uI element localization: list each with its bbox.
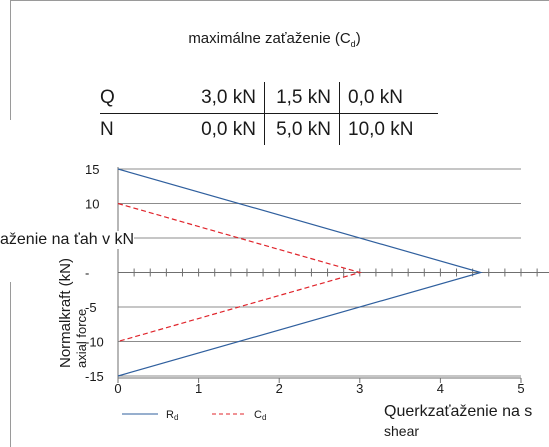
y-tick-label: - bbox=[85, 266, 89, 281]
heading-subscript: d bbox=[350, 39, 356, 49]
x-tick-label: 3 bbox=[356, 381, 363, 396]
chart-heading: maximálne zaťaženie (Cd) bbox=[0, 30, 549, 49]
x-axis-label-main: Querkzaťaženie na s bbox=[384, 403, 533, 420]
series-line-rd bbox=[117, 168, 483, 377]
y-tick-label: -15 bbox=[85, 369, 104, 384]
tick-labels: 0 1 2 3 4 5 15 10 - -5 -10 -15 bbox=[85, 162, 525, 396]
y-tick-label: -10 bbox=[85, 335, 104, 350]
y-tick-label: -5 bbox=[85, 300, 97, 315]
y-axis-title: Normalkraft (kN) axial force bbox=[57, 258, 89, 368]
row-label: N bbox=[100, 118, 114, 140]
y-axis-label-main: Normalkraft (kN) bbox=[57, 258, 74, 368]
cell-value: 0,0 kN bbox=[339, 82, 438, 114]
legend-label-cd: Cd bbox=[254, 409, 266, 422]
frame-left-line bbox=[10, 0, 11, 120]
x-tick-label: 5 bbox=[517, 381, 524, 396]
cell-value: 10,0 kN bbox=[348, 118, 414, 140]
y-tick-label: 10 bbox=[85, 197, 99, 212]
chart-axes bbox=[117, 167, 549, 383]
load-table: Q 3,0 kN 1,5 kN 0,0 kN N 0,0 kN 5,0 kN 1… bbox=[100, 82, 438, 145]
heading-text: maximálne zaťaženie (C bbox=[188, 30, 351, 47]
cell-value: 3,0 kN bbox=[168, 82, 265, 114]
row-label: Q bbox=[100, 82, 168, 114]
frame-left-line-lower bbox=[10, 282, 11, 447]
frame-top-line bbox=[10, 0, 549, 1]
chart-legend: Rd Cd bbox=[122, 409, 266, 422]
legend-label-rd: Rd bbox=[166, 409, 178, 422]
x-tick-label: 1 bbox=[195, 381, 202, 396]
x-axis-label-sub: shear bbox=[384, 423, 420, 439]
chart-series bbox=[117, 168, 483, 377]
x-tick-label: 4 bbox=[437, 381, 444, 396]
tension-label: aženie na ťah v kN bbox=[0, 231, 135, 249]
cell-value: 5,0 kN bbox=[264, 113, 340, 145]
cell-value: 0,0 kN bbox=[168, 113, 265, 145]
x-tick-label: 2 bbox=[276, 381, 283, 396]
x-tick-label: 0 bbox=[114, 381, 121, 396]
y-tick-label: 15 bbox=[85, 162, 99, 177]
table-row-q: Q 3,0 kN 1,5 kN 0,0 kN bbox=[100, 82, 438, 114]
chart-grid bbox=[118, 168, 521, 377]
heading-close: ) bbox=[355, 30, 361, 47]
y-axis-label-sub: axial force bbox=[74, 309, 89, 368]
table-row-n: N 0,0 kN 5,0 kN 10,0 kN bbox=[100, 113, 438, 145]
series-line-cd bbox=[117, 202, 362, 343]
cell-value: 1,5 kN bbox=[264, 82, 340, 114]
